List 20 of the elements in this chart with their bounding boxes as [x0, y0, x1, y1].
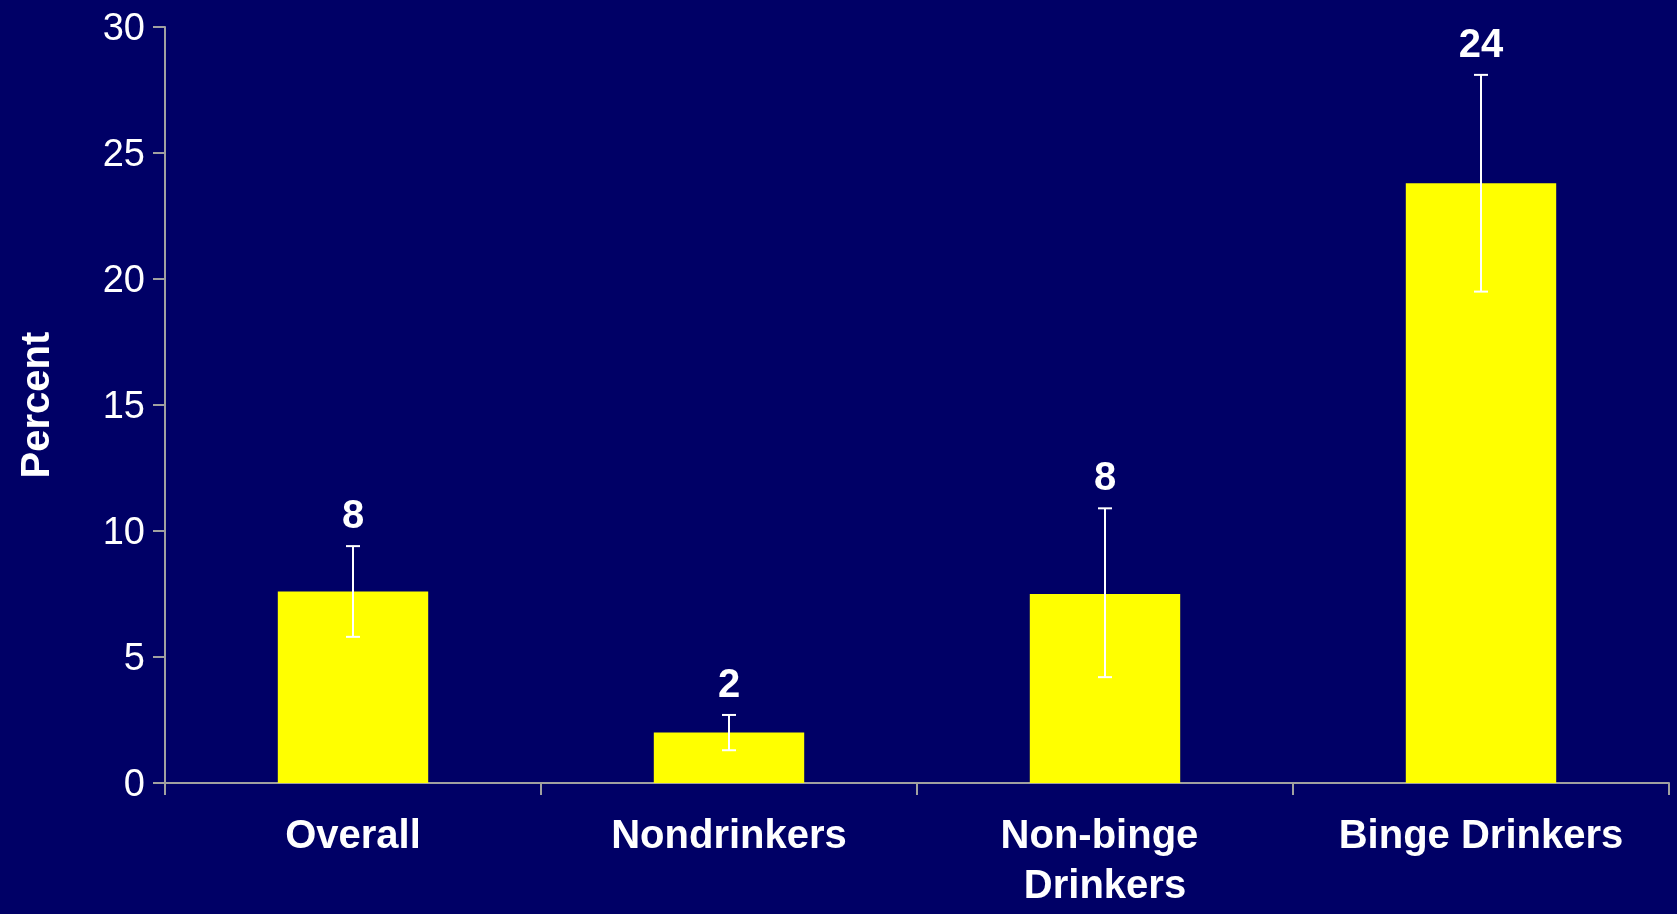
y-tick-label: 30 — [102, 6, 145, 48]
bar — [1029, 594, 1181, 783]
x-tick-label: Non-binge Drinkers — [1000, 812, 1210, 906]
data-label: 8 — [1093, 454, 1117, 499]
data-label: 24 — [1458, 20, 1504, 65]
data-label: 8 — [341, 492, 365, 537]
x-tick-label: Binge Drinkers — [1338, 812, 1624, 856]
bar — [277, 591, 429, 783]
data-label: 2 — [717, 660, 741, 705]
y-axis-title: Percent — [13, 331, 57, 479]
x-tick-label: Nondrinkers — [611, 812, 847, 856]
y-tick-label: 25 — [102, 132, 145, 174]
bar — [653, 732, 805, 783]
y-tick-label: 15 — [102, 384, 145, 426]
x-tick-label: Overall — [285, 812, 421, 856]
y-tick-label: 20 — [102, 258, 145, 300]
y-tick-label: 10 — [102, 510, 145, 552]
bar — [1405, 183, 1557, 783]
y-tick-label: 5 — [123, 636, 145, 678]
y-tick-label: 0 — [123, 762, 145, 804]
